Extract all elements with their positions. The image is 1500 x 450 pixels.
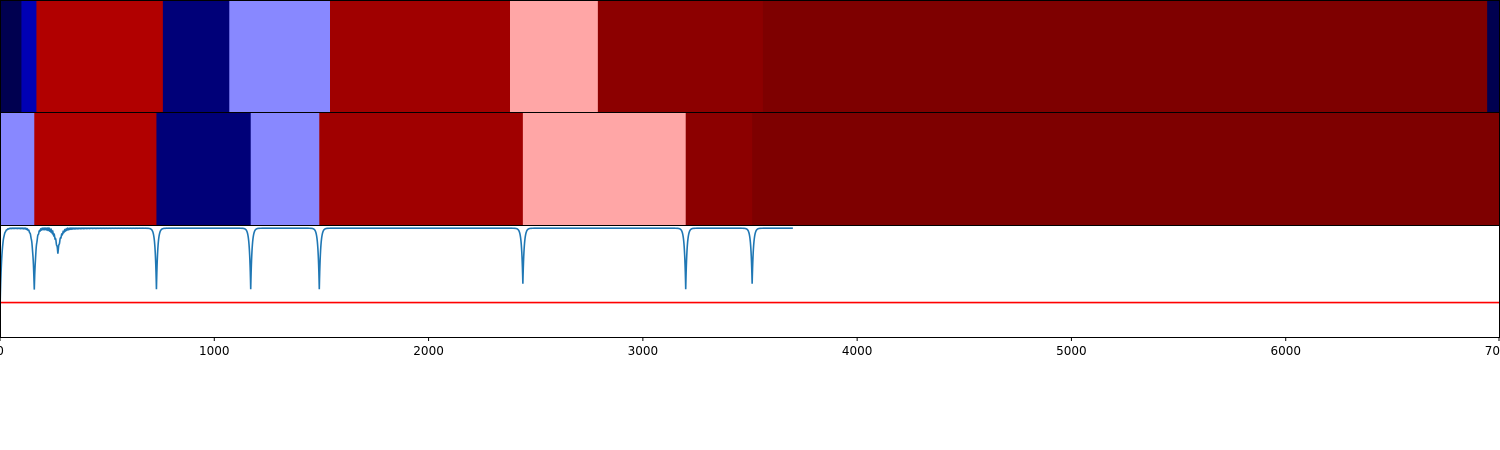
x-tick-label-1: 1000: [199, 344, 230, 358]
heatmap-cell-1-4: [229, 1, 331, 112]
x-tick-label-3: 3000: [628, 344, 659, 358]
x-tick-label-5: 5000: [1056, 344, 1087, 358]
heatmap-cell-2-5: [522, 113, 687, 225]
heatmap-cell-1-7: [597, 1, 764, 112]
heatmap-cell-2-2: [156, 113, 252, 225]
heatmap-cell-1-3: [162, 1, 230, 112]
heatmap-top: [0, 1, 1500, 112]
x-tick-label-4: 4000: [842, 344, 873, 358]
heatmap-cell-2-4: [319, 113, 524, 225]
heatmap-middle: [0, 113, 1500, 225]
heatmap-cell-1-8: [762, 1, 1488, 112]
series-line-0: [0, 226, 793, 311]
heatmap-cell-2-3: [250, 113, 320, 225]
heatmap-cell-1-1: [21, 1, 37, 112]
x-axis: 0 1000 2000 3000 4000 5000 6000 7000: [0, 337, 1500, 358]
heatmap-cell-2-7: [752, 113, 1500, 225]
x-tick-label-6: 6000: [1270, 344, 1301, 358]
x-tick-label-0: 0: [0, 344, 4, 358]
heatmap-cell-1-2: [36, 1, 164, 112]
heatmap-cell-1-5: [330, 1, 511, 112]
heatmap-cell-2-0: [0, 113, 35, 225]
line-panel: [0, 226, 1500, 311]
x-tick-label-2: 2000: [413, 344, 444, 358]
heatmap-cell-1-0: [0, 1, 22, 112]
x-tick-label-7: 7000: [1485, 344, 1500, 358]
heatmap-cell-2-6: [685, 113, 753, 225]
heatmap-cell-1-9: [1487, 1, 1500, 112]
heatmap-cell-2-1: [34, 113, 157, 225]
heatmap-cell-1-6: [510, 1, 599, 112]
